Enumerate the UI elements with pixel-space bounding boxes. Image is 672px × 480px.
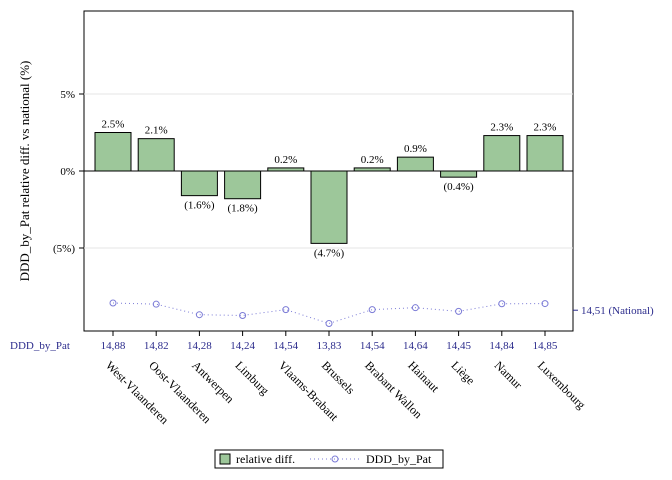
ddd-value: 14,84 <box>489 340 514 352</box>
y-tick-label: (5%) <box>53 243 75 255</box>
data-labels: 2.5% 2.1% (1.6%) (1.8%) 0.2% (4.7%) 0.2% 0.9% (0… <box>102 119 557 260</box>
ddd-point <box>498 300 506 308</box>
bar <box>526 135 564 172</box>
ddd-point <box>541 300 549 308</box>
gridlines <box>84 93 573 249</box>
x-category-label: Limburg <box>232 358 271 397</box>
national-marker: 14,51 (National) <box>573 305 654 317</box>
legend: relative diff. DDD_by_Pat <box>214 449 444 469</box>
bar <box>440 170 478 178</box>
bars <box>94 132 564 244</box>
legend-bar-swatch <box>219 453 231 465</box>
ddd-point <box>368 306 376 314</box>
x-category-label: Liège <box>448 358 477 387</box>
ddd-point <box>239 311 247 319</box>
ddd-value: 13,83 <box>317 340 342 352</box>
ddd-line <box>112 302 546 325</box>
bar-data-label: 0.2% <box>274 154 297 166</box>
bar <box>224 170 262 200</box>
bar-data-label: 2.3% <box>490 122 513 134</box>
ddd-value: 14,54 <box>273 340 298 352</box>
ddd-point <box>325 319 333 327</box>
y-axis-label: DDD_by_Pat relative diff. vs national (%… <box>17 61 32 282</box>
y-tick-label: 5% <box>60 89 75 101</box>
bar-data-label: 2.5% <box>102 119 125 131</box>
bar-data-label: 0.9% <box>404 143 427 155</box>
ddd-value: 14,24 <box>230 340 255 352</box>
bar-data-label: (1.6%) <box>184 200 215 212</box>
bar-data-label: (4.7%) <box>314 247 345 259</box>
bar <box>137 138 175 172</box>
ddd-point <box>109 299 117 307</box>
legend-label-ddd: DDD_by_Pat <box>366 452 432 466</box>
bar-data-label: 2.3% <box>534 122 557 134</box>
x-category-label: Luxembourg <box>535 358 589 412</box>
legend-box <box>214 449 444 469</box>
x-category-label: Brussels <box>319 358 358 397</box>
ddd-value: 14,85 <box>533 340 558 352</box>
ddd-point <box>455 307 463 315</box>
x-category-labels: West-VlaanderenOost-VlaanderenAntwerpenL… <box>103 331 589 427</box>
ddd-row-label: DDD_by_Pat <box>10 340 70 352</box>
ddd-value: 14,54 <box>360 340 385 352</box>
ddd-series <box>109 299 549 327</box>
x-category-label: Hainaut <box>405 358 442 395</box>
ddd-point <box>195 311 203 319</box>
bar <box>483 135 521 172</box>
national-label: 14,51 (National) <box>581 305 654 317</box>
bar-data-label: (0.4%) <box>443 181 474 193</box>
bar <box>94 132 132 172</box>
ddd-point <box>152 300 160 308</box>
ddd-value: 14,64 <box>403 340 428 352</box>
ddd-point <box>282 306 290 314</box>
bar-data-label: 0.2% <box>361 154 384 166</box>
ddd-value: 14,82 <box>144 340 169 352</box>
ddd-point <box>411 304 419 312</box>
bar <box>310 170 348 244</box>
ddd-value: 14,45 <box>446 340 471 352</box>
ddd-value: 14,28 <box>187 340 212 352</box>
bar <box>396 156 434 172</box>
bar-data-label: 2.1% <box>145 125 168 137</box>
legend-marker-swatch <box>331 455 339 463</box>
x-category-label: Namur <box>492 358 525 391</box>
bar-data-label: (1.8%) <box>227 203 258 215</box>
ddd-value-row: 14,88 14,82 14,28 14,24 14,54 13,83 14,54 14,64… <box>101 340 558 352</box>
ddd-value: 14,88 <box>101 340 126 352</box>
bar <box>180 170 218 197</box>
y-ticks: 5% 0% (5%) <box>53 89 84 255</box>
legend-label-relative-diff: relative diff. <box>236 452 295 466</box>
y-tick-label: 0% <box>60 166 75 178</box>
